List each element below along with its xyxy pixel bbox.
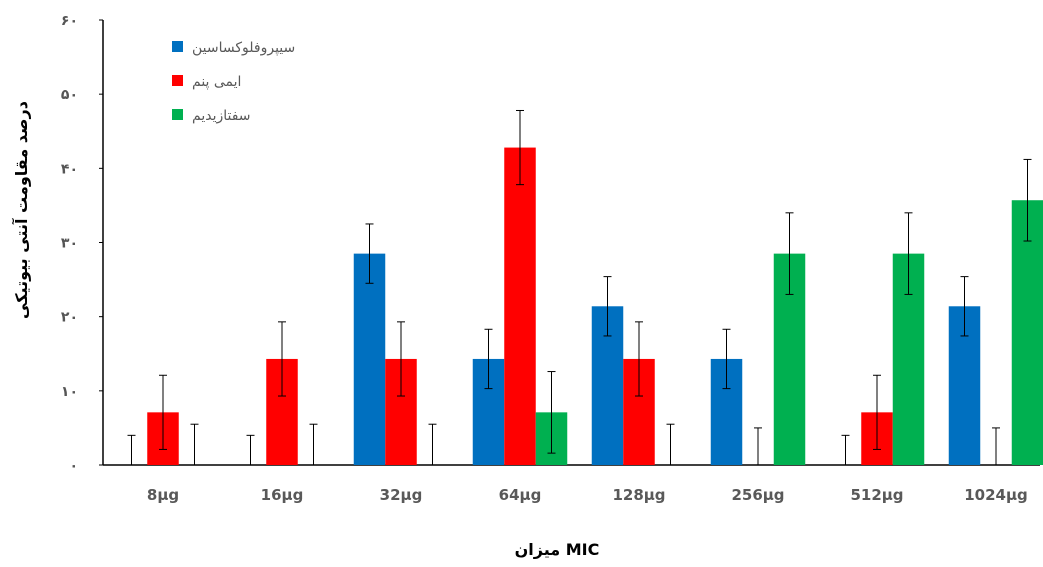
- x-tick-label: 32µg: [380, 486, 423, 504]
- y-tick-label: ۲۰: [61, 310, 78, 326]
- y-tick-labels: ۰ ۱۰ ۲۰ ۳۰ ۴۰ ۵۰ ۶۰: [61, 13, 103, 474]
- y-tick-label: ۱۰: [61, 384, 78, 400]
- legend-label: سیپروفلوکساسین: [192, 40, 295, 56]
- x-tick-label: 512µg: [850, 486, 903, 504]
- y-tick-label: ۶۰: [61, 13, 78, 29]
- y-tick-label: ۳۰: [61, 236, 78, 252]
- legend-swatch: [172, 109, 183, 120]
- legend-label: ایمی پنم: [192, 74, 241, 90]
- legend-label: سفتازیدیم: [192, 108, 251, 124]
- x-tick-label: 16µg: [261, 486, 304, 504]
- x-axis-title: میزان MIC: [515, 540, 600, 559]
- error-bars: [127, 109, 1032, 465]
- bar: [353, 253, 386, 465]
- x-tick-label: 256µg: [731, 486, 784, 504]
- bar: [504, 147, 536, 466]
- x-tick-labels: 8µg 16µg 32µg 64µg 128µg 256µg 512µg 1024µg: [147, 486, 1028, 504]
- bar: [1011, 200, 1043, 465]
- x-tick-label: 128µg: [612, 486, 665, 504]
- x-tick-label: 8µg: [147, 486, 179, 504]
- legend-swatch: [172, 75, 183, 86]
- y-axis-title: درصد مقاومت آنتی بیوتیکی: [11, 101, 31, 319]
- y-tick-label: ۰: [69, 458, 78, 474]
- legend: سیپروفلوکساسین ایمی پنم سفتازیدیم: [172, 40, 295, 124]
- legend-swatch: [172, 41, 183, 52]
- y-tick-label: ۴۰: [61, 161, 78, 177]
- x-tick-label: 64µg: [499, 486, 542, 504]
- bars: [147, 147, 1043, 466]
- x-tick-label: 1024µg: [964, 486, 1028, 504]
- y-tick-label: ۵۰: [61, 87, 78, 103]
